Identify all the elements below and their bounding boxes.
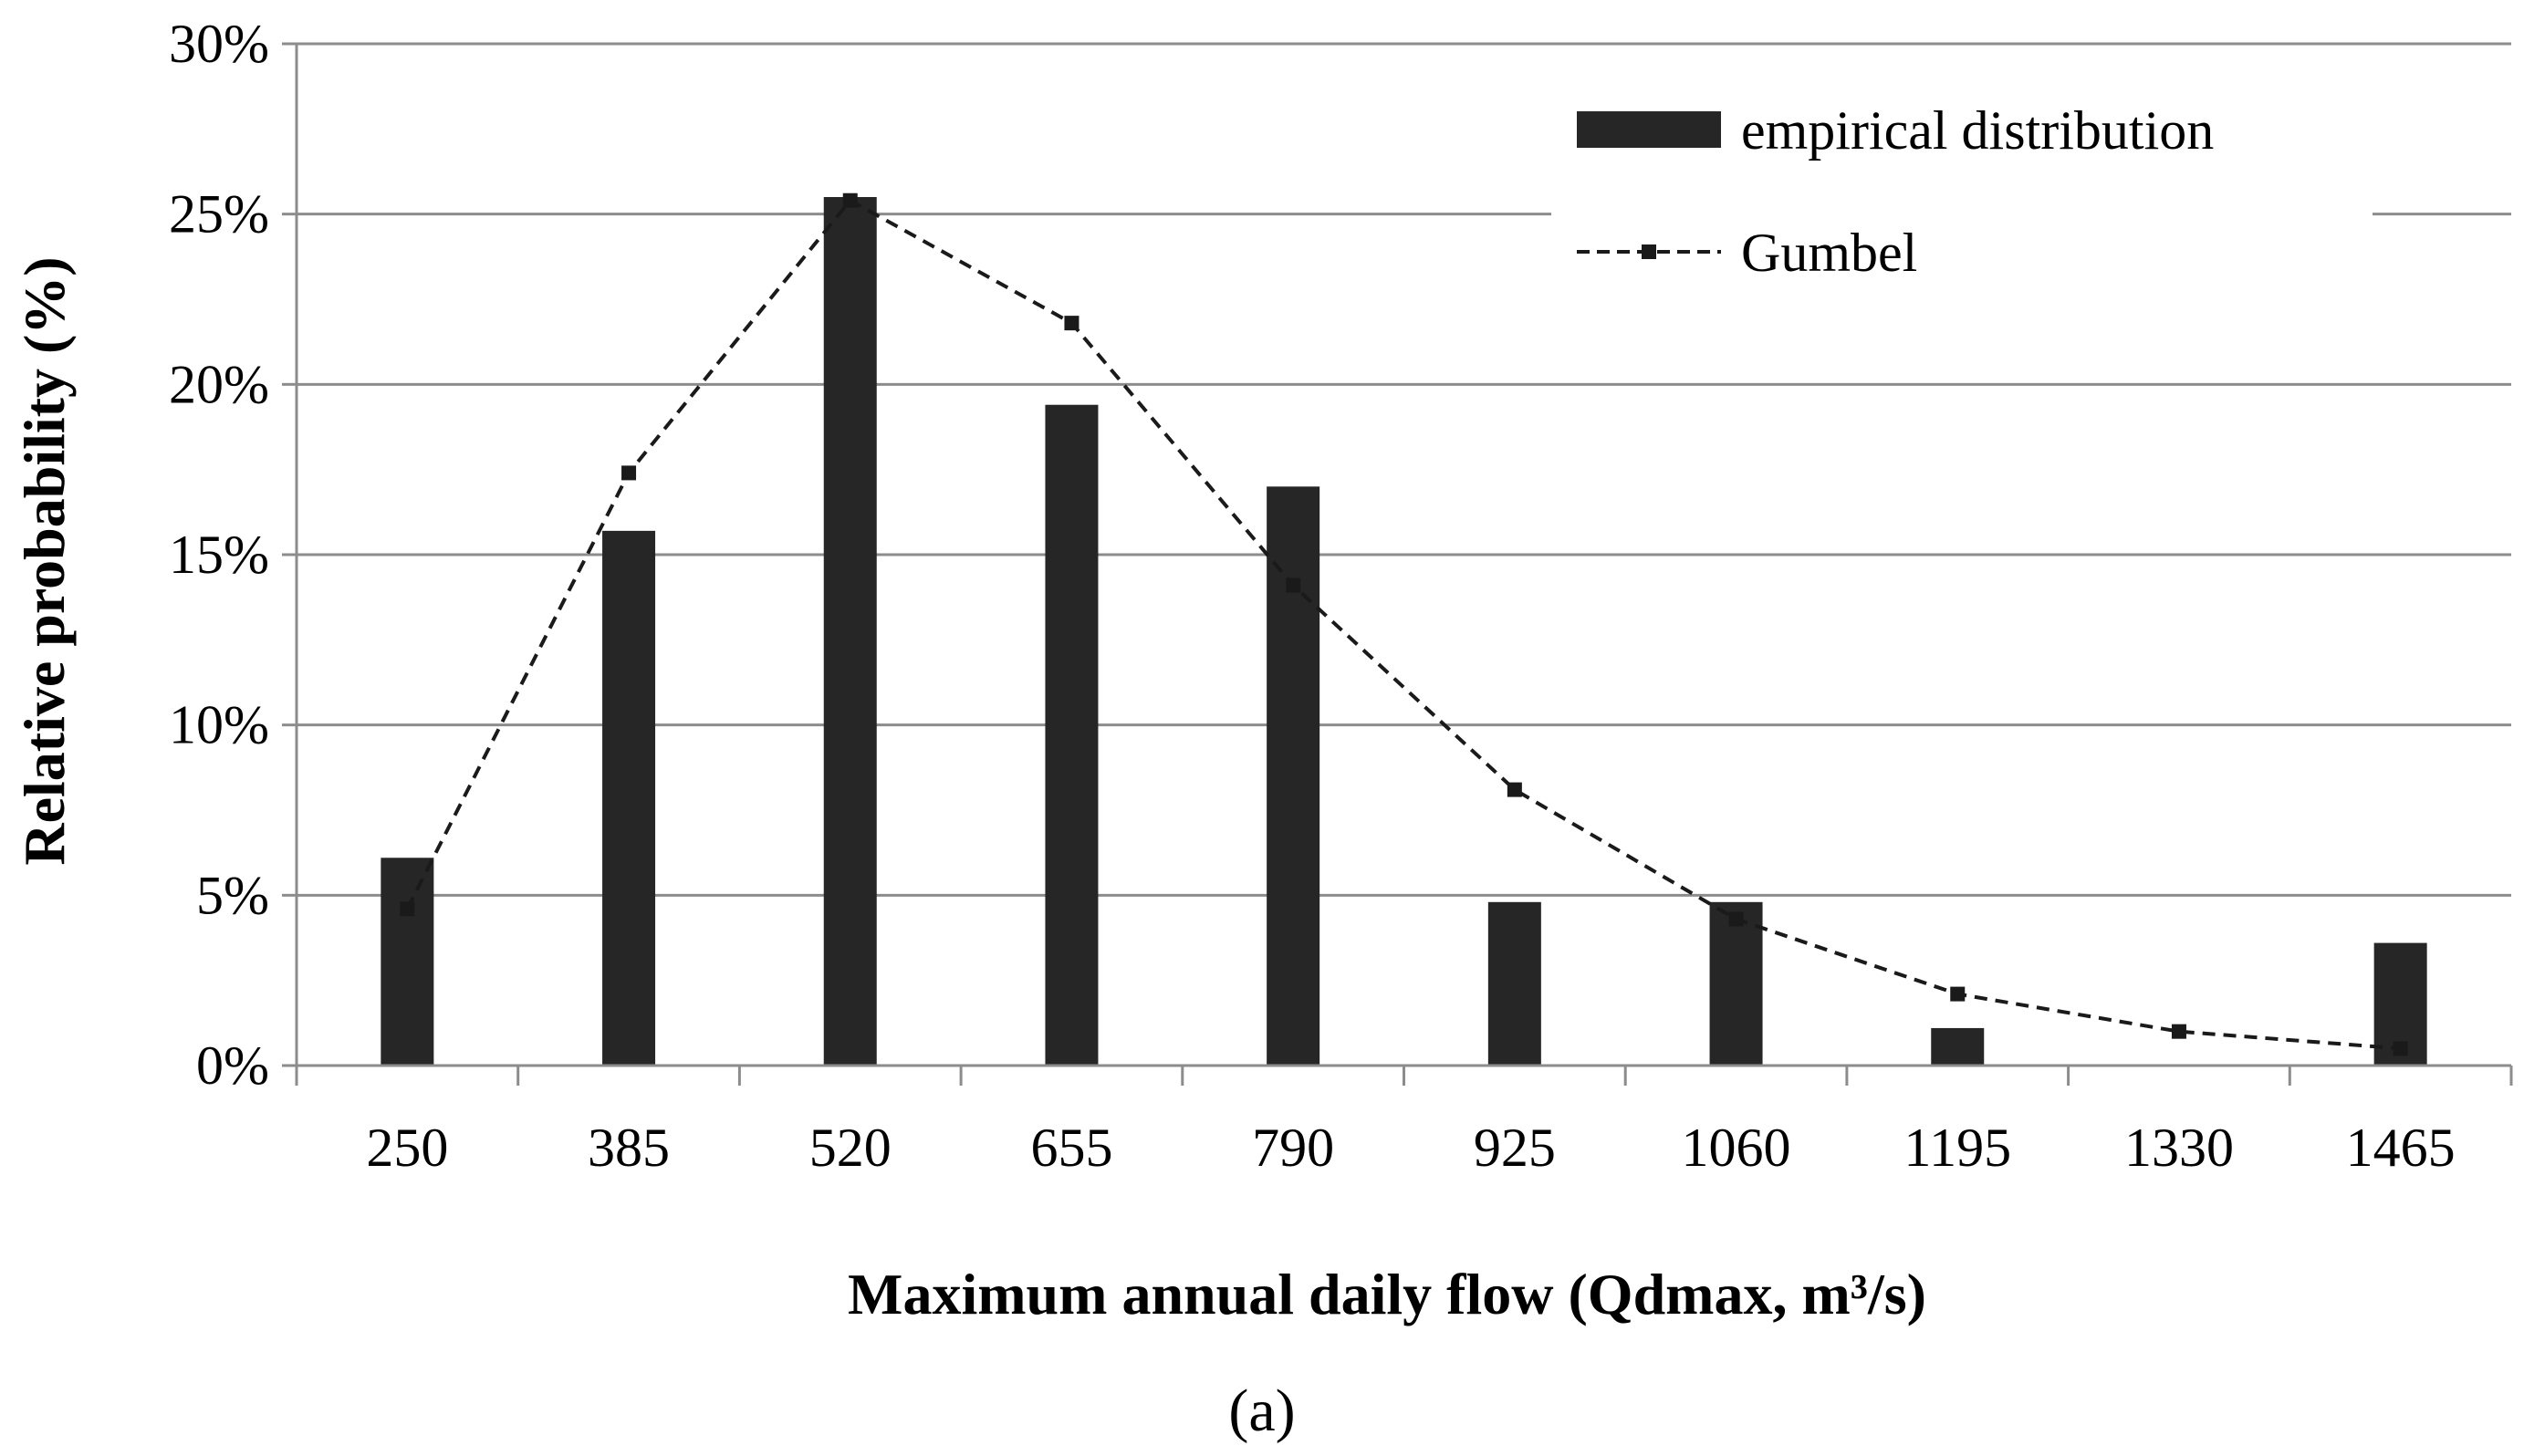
bar-empirical <box>823 197 877 1066</box>
y-tick-label: 0% <box>196 1035 269 1096</box>
x-tick-label: 925 <box>1474 1118 1556 1178</box>
gridlines <box>297 42 2511 897</box>
point-gumbel <box>842 192 858 208</box>
bar-empirical <box>602 530 656 1066</box>
bar-empirical <box>381 858 434 1066</box>
bar-empirical <box>1931 1027 1985 1066</box>
x-tick-label: 1060 <box>1682 1118 1791 1178</box>
labels: Relative probability (%) Maximum annual … <box>12 14 2456 1444</box>
point-gumbel <box>1064 316 1079 331</box>
bar-empirical <box>1487 901 1541 1066</box>
line-gumbel <box>405 198 2401 1051</box>
legend-label-empirical: empirical distribution <box>1741 100 2214 161</box>
point-gumbel <box>2393 1041 2408 1056</box>
x-tick-label: 385 <box>588 1118 670 1178</box>
legend-label-gumbel: Gumbel <box>1741 223 1917 283</box>
y-tick-label: 30% <box>169 14 269 74</box>
point-gumbel <box>2171 1024 2186 1039</box>
bar-empirical <box>1267 486 1320 1066</box>
legend-marker-gumbel <box>1642 244 1656 259</box>
point-gumbel <box>400 901 415 917</box>
figure-caption: (a) <box>1228 1378 1295 1444</box>
bar-empirical <box>1709 901 1763 1066</box>
axes <box>282 42 2513 1086</box>
x-tick-label: 1330 <box>2124 1118 2234 1178</box>
point-gumbel <box>1728 911 1744 927</box>
x-axis-title: Maximum annual daily flow (Qdmax, m³/s) <box>848 1262 1926 1326</box>
point-gumbel <box>1950 986 1966 1002</box>
point-gumbel <box>1286 577 1301 593</box>
x-tick-label: 1195 <box>1903 1118 2011 1178</box>
point-gumbel <box>621 465 637 481</box>
y-tick-label: 20% <box>169 354 269 414</box>
y-tick-label: 15% <box>169 525 269 585</box>
x-tick-label: 655 <box>1030 1118 1112 1178</box>
legend: empirical distribution Gumbel <box>1577 100 2214 283</box>
point-gumbel <box>1507 782 1522 797</box>
x-tick-label: 790 <box>1252 1118 1334 1178</box>
x-tick-label: 1465 <box>2346 1118 2456 1178</box>
x-tick-label: 520 <box>809 1118 892 1178</box>
y-axis-title: Relative probability (%) <box>12 256 77 865</box>
y-tick-label: 5% <box>196 865 269 925</box>
legend-swatch-empirical <box>1577 111 1721 148</box>
bar-empirical <box>1045 404 1099 1066</box>
x-tick-label: 250 <box>366 1118 448 1178</box>
line-series <box>400 192 2408 1056</box>
y-tick-label: 25% <box>169 184 269 244</box>
y-tick-label: 10% <box>169 695 269 755</box>
